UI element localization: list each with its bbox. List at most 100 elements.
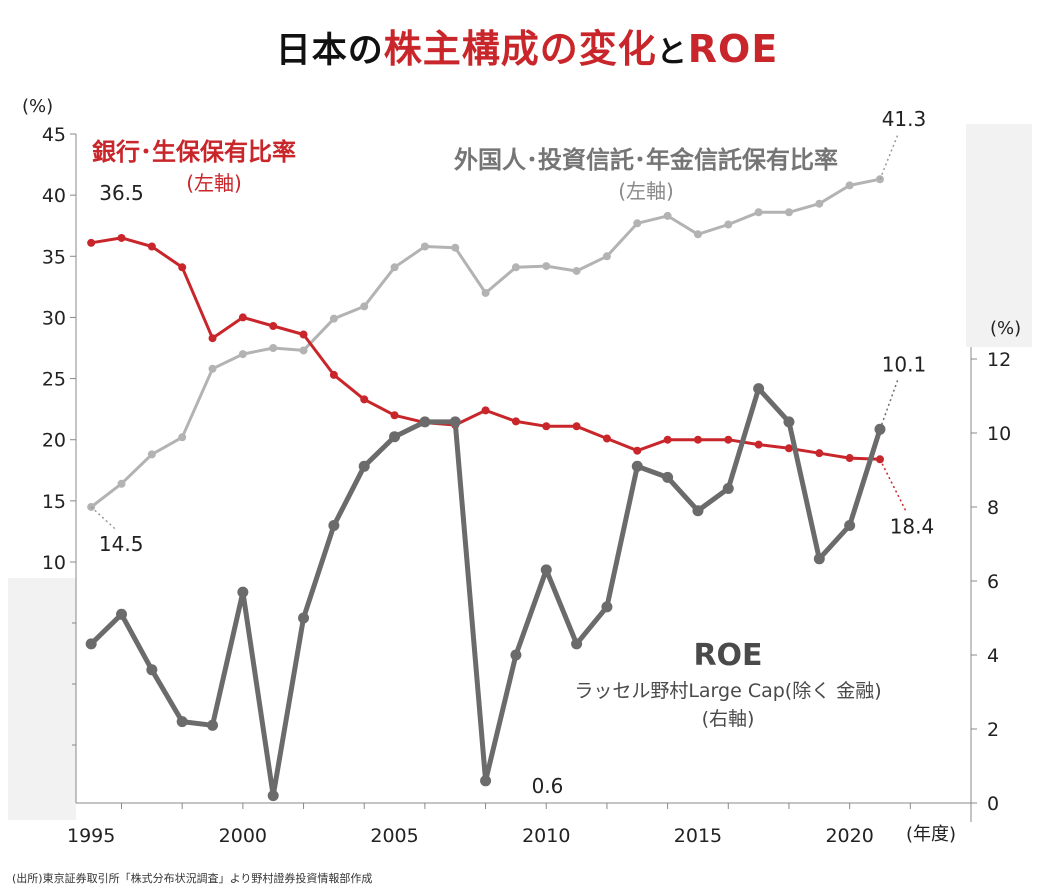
- left-tick-label: 25: [42, 369, 66, 391]
- bank-axis-note: (左軸): [186, 171, 242, 195]
- right-tick-label: 6: [987, 571, 999, 593]
- series-point-0: [784, 444, 793, 453]
- series-point-2: [267, 790, 279, 802]
- x-axis-unit: (年度): [906, 824, 956, 845]
- left-tick-label: 20: [42, 430, 66, 452]
- series-point-0: [602, 434, 611, 443]
- left-tick-label: 35: [42, 246, 66, 268]
- roe-axis-note: (右軸): [702, 708, 755, 730]
- title-part-2: 株主構成の変化: [383, 27, 657, 71]
- x-tick-label: 2015: [674, 825, 722, 847]
- annotation-leader: [879, 379, 899, 430]
- series-point-0: [481, 406, 490, 415]
- series-point-1: [481, 288, 490, 297]
- annotation-leader: [879, 458, 907, 512]
- series-point-0: [208, 334, 217, 343]
- x-tick-label: 1995: [67, 825, 115, 847]
- title-part-1: 日本の: [275, 31, 384, 71]
- left-axis-unit: (%): [22, 96, 53, 117]
- series-point-0: [238, 313, 247, 322]
- series-point-0: [269, 321, 278, 330]
- series-point-0: [542, 422, 551, 431]
- series-point-2: [237, 586, 249, 598]
- series-point-1: [360, 302, 369, 311]
- series-point-0: [663, 435, 672, 444]
- right-tick-label: 8: [987, 497, 999, 519]
- series-point-2: [480, 775, 492, 787]
- left-tick-label: 30: [42, 307, 66, 329]
- x-tick-label: 2005: [370, 825, 418, 847]
- series-point-1: [572, 266, 581, 275]
- series-point-1: [845, 181, 854, 190]
- right-tick-label: 10: [987, 423, 1011, 445]
- left-tick-label: 45: [42, 124, 66, 146]
- panel-left: [8, 578, 76, 820]
- series-point-0: [511, 417, 520, 426]
- series-point-0: [178, 263, 187, 272]
- series-point-2: [207, 719, 219, 731]
- series-point-0: [390, 411, 399, 420]
- series-point-2: [571, 638, 583, 650]
- series-point-1: [269, 344, 278, 352]
- series-point-2: [449, 416, 461, 428]
- series-point-1: [724, 220, 733, 229]
- series-point-1: [602, 252, 611, 261]
- series-point-1: [420, 242, 429, 251]
- annotation-leader: [879, 133, 899, 180]
- series-point-0: [845, 454, 854, 463]
- bank-series-label: 銀行･生保保有比率: [92, 138, 296, 166]
- annotation-label: 10.1: [882, 352, 927, 376]
- foreign-series-label: 外国人･投資信託･年金信託保有比率: [454, 146, 838, 174]
- series-point-2: [298, 612, 310, 624]
- series-point-1: [633, 219, 642, 228]
- x-tick-label: 2010: [522, 825, 570, 847]
- series-line-2: [89, 386, 883, 799]
- x-tick-label: 2020: [825, 825, 873, 847]
- annotation-leader: [90, 506, 116, 530]
- right-tick-label: 0: [987, 793, 999, 815]
- annotation-label: 18.4: [890, 514, 935, 538]
- annotation-label: 41.3: [882, 107, 927, 131]
- series-point-2: [844, 520, 856, 531]
- series-point-1: [208, 364, 217, 373]
- series-point-1: [511, 263, 520, 272]
- series-point-2: [722, 483, 734, 494]
- annotation-label: 36.5: [99, 181, 144, 205]
- series-point-2: [176, 716, 188, 728]
- left-tick-label: 15: [42, 491, 66, 513]
- series-point-0: [633, 446, 642, 455]
- right-tick-label: 4: [987, 645, 999, 667]
- series-point-0: [147, 242, 156, 251]
- series-point-2: [510, 649, 522, 661]
- series-point-1: [147, 450, 156, 459]
- series-point-0: [117, 233, 126, 242]
- series-point-2: [692, 505, 704, 517]
- series-line-1: [90, 177, 881, 509]
- series-point-1: [754, 208, 763, 217]
- left-tick-label: 10: [42, 552, 66, 574]
- series-point-0: [815, 449, 824, 458]
- series-point-0: [693, 435, 702, 444]
- series-point-2: [419, 416, 431, 428]
- series-point-1: [451, 243, 460, 252]
- series-point-2: [146, 664, 158, 676]
- series-point-1: [299, 346, 308, 355]
- series-point-1: [542, 262, 551, 271]
- series-point-2: [783, 416, 795, 428]
- series-point-0: [329, 370, 338, 379]
- right-tick-label: 2: [987, 719, 999, 741]
- series-point-0: [87, 238, 96, 247]
- series-point-2: [631, 460, 643, 472]
- series-point-2: [813, 553, 825, 565]
- series-point-0: [724, 435, 733, 444]
- annotation-label: 0.6: [532, 774, 564, 798]
- chart-title: 日本の株主構成の変化とROE: [0, 18, 1054, 73]
- series-point-0: [360, 395, 369, 404]
- series-point-1: [815, 199, 824, 208]
- roe-subname: ラッセル野村Large Cap(除く 金融): [574, 680, 881, 702]
- series-point-1: [663, 211, 672, 220]
- series-point-2: [328, 520, 340, 531]
- series-point-2: [389, 431, 401, 443]
- series-point-2: [85, 638, 97, 650]
- series-point-1: [693, 230, 702, 239]
